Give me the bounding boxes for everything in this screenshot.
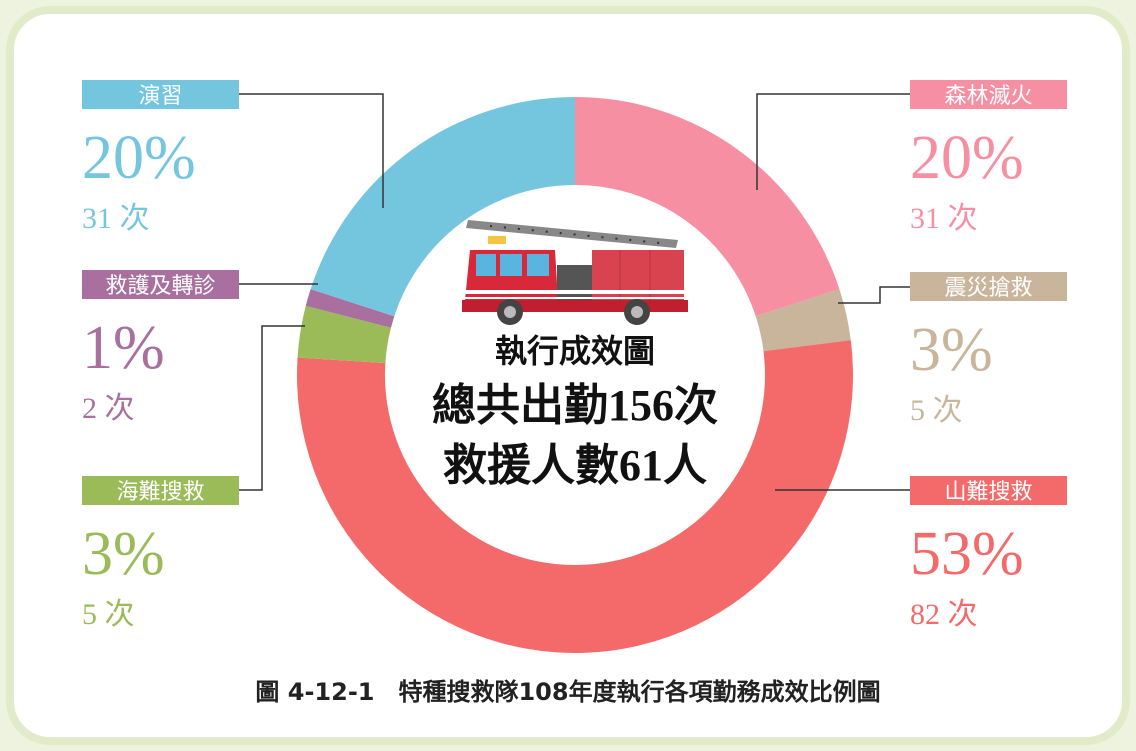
center-line: 總共出勤156次 <box>432 381 718 430</box>
category-label: 演習 <box>138 84 182 109</box>
label-box <box>910 476 1067 505</box>
label-box <box>910 80 1067 109</box>
count-label: 5 次 <box>910 394 963 427</box>
donut-slice <box>575 97 840 317</box>
percent-label: 20% <box>910 124 1024 192</box>
category-label: 山難搜救 <box>944 480 1032 505</box>
percent-label: 3% <box>82 520 165 588</box>
percent-label: 1% <box>82 314 165 382</box>
donut-slice <box>296 340 853 654</box>
label-box <box>82 270 239 299</box>
label-box <box>82 476 239 505</box>
category-label: 救護及轉診 <box>105 274 215 299</box>
category-label: 海難搜救 <box>116 480 204 505</box>
count-label: 5 次 <box>82 598 135 631</box>
leader-line <box>236 93 384 208</box>
leader-line <box>236 325 305 491</box>
donut-slice <box>753 289 851 352</box>
count-label: 31 次 <box>910 202 978 235</box>
donut-slice <box>310 97 575 317</box>
caption: 圖 4-12-1 特種搜救隊108年度執行各項勤務成效比例圖 <box>255 678 880 706</box>
percent-label: 20% <box>82 124 196 192</box>
percent-label: 3% <box>910 316 993 384</box>
donut-slice <box>297 305 393 364</box>
donut-slice <box>305 289 397 329</box>
count-label: 82 次 <box>910 598 978 631</box>
leader-line <box>838 286 910 304</box>
leader-line <box>756 93 910 190</box>
percent-label: 53% <box>910 520 1024 588</box>
category-label: 震災搶救 <box>944 276 1032 301</box>
donut-hole <box>385 185 765 565</box>
center-title: 執行成效圖 <box>495 333 655 369</box>
center-line: 救援人數61人 <box>443 441 707 490</box>
count-label: 31 次 <box>82 202 150 235</box>
category-label: 森林滅火 <box>944 84 1032 109</box>
count-label: 2 次 <box>82 392 135 425</box>
label-box <box>82 80 239 109</box>
fire-truck <box>462 220 688 325</box>
label-box <box>910 272 1067 301</box>
donut <box>296 97 853 654</box>
